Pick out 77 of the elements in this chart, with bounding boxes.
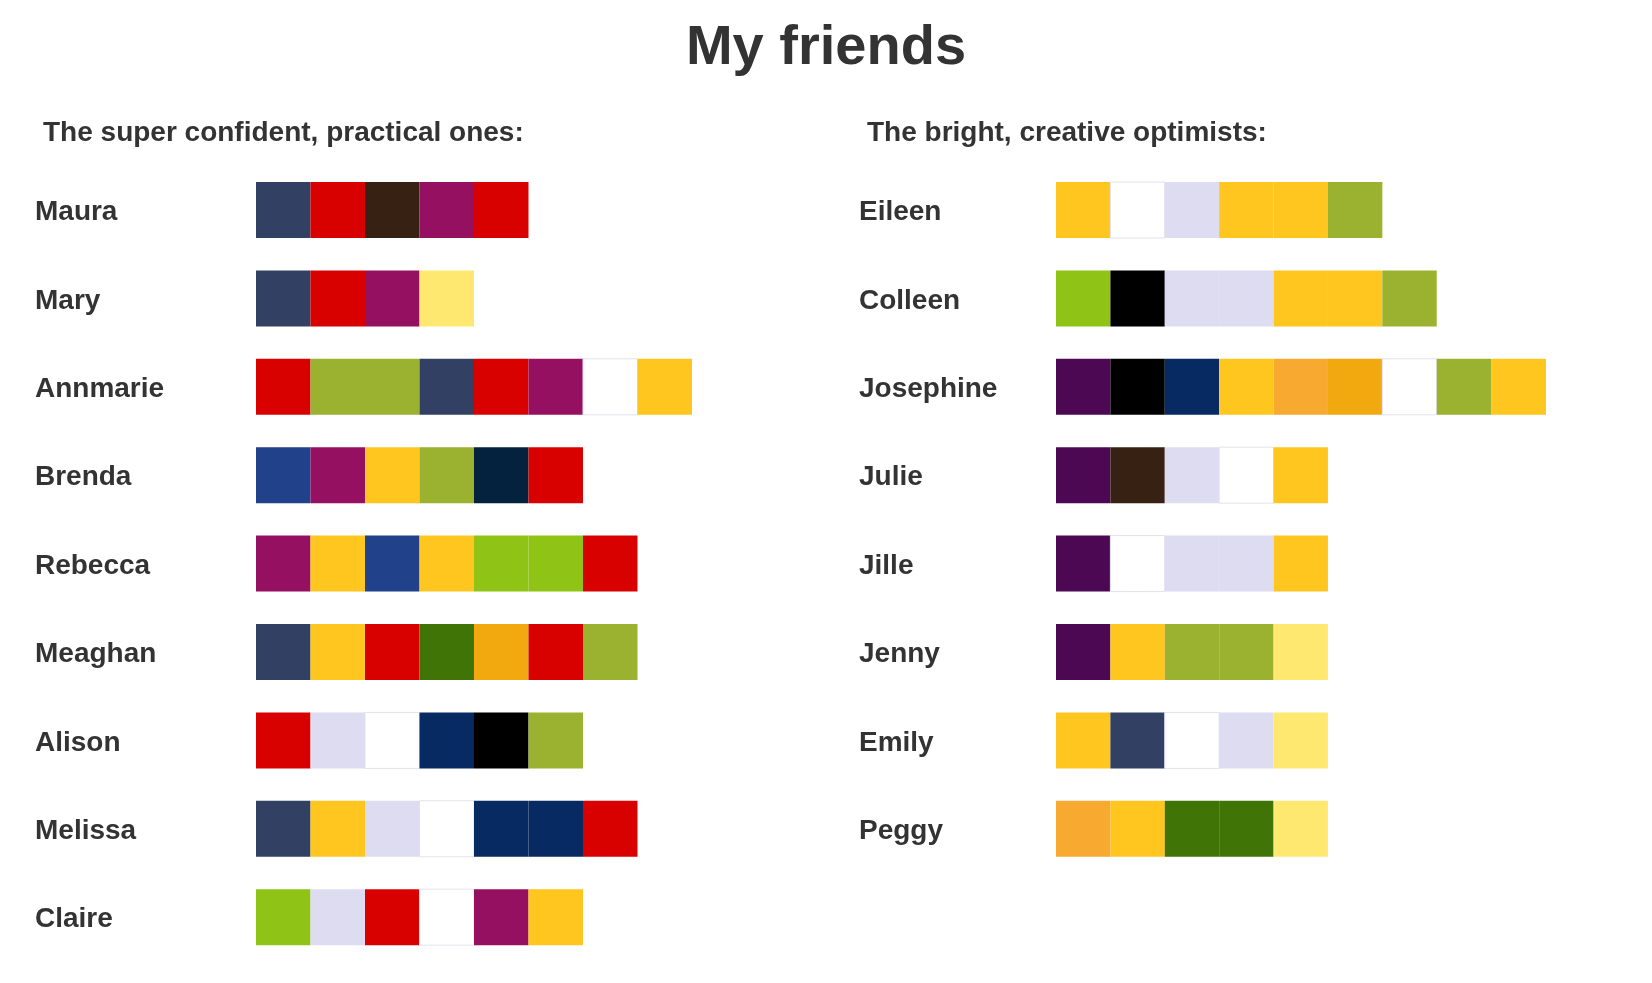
bar: [256, 270, 311, 327]
bar: [1436, 358, 1492, 415]
y-tick-label: Maura: [35, 195, 118, 227]
bar: [1056, 535, 1111, 592]
y-tick-label: Meaghan: [35, 637, 157, 669]
bar: [310, 624, 365, 680]
bar: [256, 889, 311, 946]
bar: [256, 535, 311, 592]
bar: [1110, 712, 1165, 769]
bar: [1273, 623, 1328, 680]
bar: [528, 624, 583, 680]
bar: [474, 712, 529, 769]
bar: [1110, 270, 1165, 327]
bar: [637, 358, 692, 415]
y-tick-label: Claire: [35, 902, 113, 934]
bar: [256, 447, 311, 504]
y-tick-label: Jenny: [859, 637, 941, 669]
y-tick-label: Brenda: [35, 460, 132, 492]
bar: [310, 535, 365, 592]
bar: [310, 889, 365, 946]
bar: [474, 182, 529, 238]
bar: [365, 535, 420, 592]
bar: [1110, 358, 1165, 415]
y-tick-label: Julie: [859, 460, 923, 492]
bar: [1110, 447, 1165, 504]
bar: [310, 447, 365, 504]
bar: [1056, 358, 1111, 415]
bar: [1056, 447, 1111, 504]
bar: [419, 888, 475, 946]
y-tick-label: Eileen: [859, 195, 942, 227]
bar: [365, 889, 420, 946]
bar: [583, 800, 638, 857]
y-tick-label: Rebecca: [35, 548, 151, 580]
bar: [256, 800, 311, 857]
bar: [256, 624, 311, 680]
y-tick-label: Alison: [35, 725, 121, 757]
bar: [1273, 358, 1328, 415]
bar: [474, 447, 529, 504]
bar: [310, 800, 365, 857]
bar: [1273, 535, 1328, 592]
chart-subtitle: The bright, creative optimists:: [866, 116, 1268, 149]
bar: [583, 535, 638, 592]
bar: [474, 889, 529, 946]
bar: [365, 270, 420, 327]
bar: [419, 182, 474, 238]
bar: [1273, 800, 1328, 857]
bar: [1327, 358, 1383, 415]
bar: [528, 712, 583, 769]
y-tick-label: Annmarie: [35, 372, 165, 403]
bar: [1056, 623, 1111, 680]
chart-subtitle: The super confident, practical ones:: [42, 116, 525, 149]
bar: [419, 624, 474, 680]
y-tick-label: Melissa: [35, 813, 137, 845]
bar: [419, 270, 474, 327]
bar: [419, 712, 474, 769]
bar: [419, 447, 474, 504]
bar: [1273, 447, 1328, 504]
bar: [1164, 358, 1220, 415]
bar: [1056, 270, 1111, 327]
bar: [365, 182, 420, 238]
y-tick-label: Emily: [859, 725, 935, 757]
y-tick-label: Josephine: [859, 372, 998, 403]
y-tick-label: Jille: [859, 548, 914, 580]
text: My friends: [684, 12, 968, 77]
bar: [365, 624, 420, 680]
bar: [583, 624, 638, 680]
bar: [528, 358, 583, 415]
bar: [1491, 358, 1546, 415]
bar: [256, 182, 311, 238]
y-tick-label: Peggy: [859, 813, 944, 845]
bar: [474, 624, 529, 680]
y-tick-label: Mary: [35, 283, 101, 315]
bar: [474, 358, 529, 415]
bar: [528, 447, 583, 504]
bar: [1273, 712, 1328, 769]
bar: [1056, 800, 1111, 857]
y-tick-label: Colleen: [859, 283, 961, 315]
